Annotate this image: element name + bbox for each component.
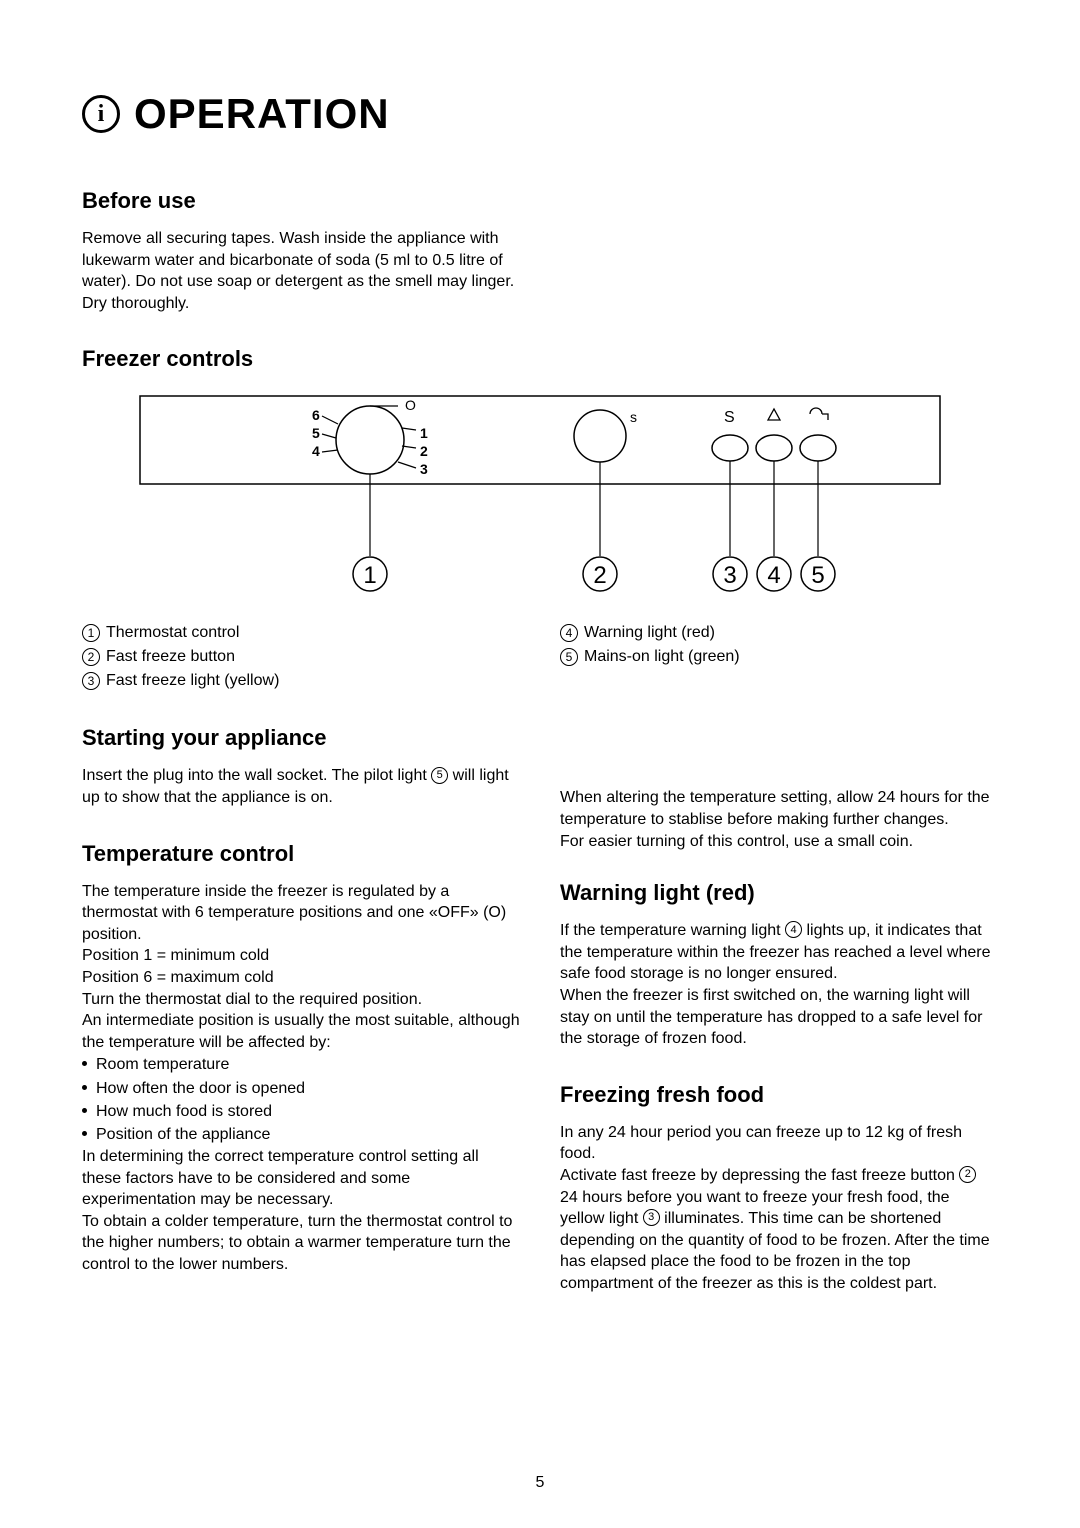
freezer-controls-heading: Freezer controls (82, 346, 998, 372)
page-title: OPERATION (134, 90, 390, 138)
freezing-heading: Freezing fresh food (560, 1082, 998, 1108)
svg-text:5: 5 (312, 425, 320, 441)
list-item: Room temperature (82, 1053, 520, 1076)
legend-label: Warning light (red) (584, 621, 715, 645)
list-item: How often the door is opened (82, 1077, 520, 1100)
temp-p2: Position 1 = minimum cold (82, 945, 520, 967)
warning-text-2: When the freezer is first switched on, t… (560, 985, 998, 1050)
freezing-text-2: Activate fast freeze by depressing the f… (560, 1165, 998, 1295)
circled-number-icon: 5 (560, 648, 578, 666)
legend-item: 1 Thermostat control (82, 621, 520, 645)
svg-text:2: 2 (593, 562, 606, 589)
temp-p9: For easier turning of this control, use … (560, 831, 998, 853)
list-item: Position of the appliance (82, 1123, 520, 1146)
temp-p4: Turn the thermostat dial to the required… (82, 989, 520, 1011)
circled-number-icon: 2 (959, 1166, 976, 1183)
circled-number-icon: 2 (82, 648, 100, 666)
temp-bullets: Room temperature How often the door is o… (82, 1053, 520, 1146)
temp-control-heading: Temperature control (82, 841, 520, 867)
legend-item: 4 Warning light (red) (560, 621, 998, 645)
legend-right: 4 Warning light (red) 5 Mains-on light (gr… (560, 621, 998, 693)
right-column: When altering the temperature setting, a… (560, 725, 998, 1326)
spacer (560, 725, 998, 787)
svg-text:1: 1 (420, 425, 428, 441)
legend-label: Fast freeze light (yellow) (106, 669, 279, 693)
legend-label: Mains-on light (green) (584, 645, 740, 669)
legend-item: 2 Fast freeze button (82, 645, 520, 669)
svg-text:5: 5 (811, 562, 824, 589)
temp-control-section: Temperature control The temperature insi… (82, 841, 520, 1276)
freezing-section: Freezing fresh food In any 24 hour perio… (560, 1082, 998, 1295)
starting-section: Starting your appliance Insert the plug … (82, 725, 520, 808)
starting-text: Insert the plug into the wall socket. Th… (82, 765, 520, 808)
svg-text:S: S (724, 409, 735, 426)
temp-p1: The temperature inside the freezer is re… (82, 881, 520, 946)
circled-number-icon: 5 (431, 767, 448, 784)
temp-p5: An intermediate position is usually the … (82, 1010, 520, 1053)
warning-section: Warning light (red) If the temperature w… (560, 880, 998, 1050)
temp-p8: When altering the temperature setting, a… (560, 787, 998, 830)
info-icon: i (82, 95, 120, 133)
freezer-controls-section: Freezer controls O 6 5 4 1 2 3 s (82, 346, 998, 693)
title-row: i OPERATION (82, 90, 998, 138)
svg-text:4: 4 (767, 562, 780, 589)
circled-number-icon: 3 (643, 1209, 660, 1226)
temp-p7: To obtain a colder temperature, turn the… (82, 1211, 520, 1276)
page-number: 5 (0, 1474, 1080, 1492)
legend-label: Fast freeze button (106, 645, 235, 669)
svg-text:3: 3 (420, 461, 428, 477)
left-column: Starting your appliance Insert the plug … (82, 725, 520, 1326)
circled-number-icon: 4 (560, 624, 578, 642)
svg-text:O: O (405, 397, 416, 413)
svg-text:2: 2 (420, 443, 428, 459)
freezing-text-1: In any 24 hour period you can freeze up … (560, 1122, 998, 1165)
circled-number-icon: 1 (82, 624, 100, 642)
list-item: How much food is stored (82, 1100, 520, 1123)
before-use-text: Remove all securing tapes. Wash inside t… (82, 228, 522, 314)
legend-label: Thermostat control (106, 621, 239, 645)
before-use-heading: Before use (82, 188, 998, 214)
freezer-controls-diagram: O 6 5 4 1 2 3 s S (82, 386, 998, 611)
circled-number-icon: 4 (785, 921, 802, 938)
svg-text:s: s (630, 409, 637, 425)
svg-text:3: 3 (723, 562, 736, 589)
warning-text-1: If the temperature warning light 4 light… (560, 920, 998, 985)
legend-row: 1Thermostat control 2Fast freeze button … (82, 621, 998, 693)
before-use-section: Before use Remove all securing tapes. Wa… (82, 188, 998, 314)
legend-left: 1Thermostat control 2Fast freeze button … (82, 621, 520, 693)
temp-p6: In determining the correct temperature c… (82, 1146, 520, 1211)
svg-text:4: 4 (312, 443, 320, 459)
temp-p3: Position 6 = maximum cold (82, 967, 520, 989)
legend-item: 5 Mains-on light (green) (560, 645, 998, 669)
svg-text:1: 1 (363, 562, 376, 589)
warning-heading: Warning light (red) (560, 880, 998, 906)
starting-heading: Starting your appliance (82, 725, 520, 751)
body-columns: Starting your appliance Insert the plug … (82, 725, 998, 1326)
legend-item: 3 Fast freeze light (yellow) (82, 669, 520, 693)
circled-number-icon: 3 (82, 672, 100, 690)
svg-text:6: 6 (312, 407, 320, 423)
